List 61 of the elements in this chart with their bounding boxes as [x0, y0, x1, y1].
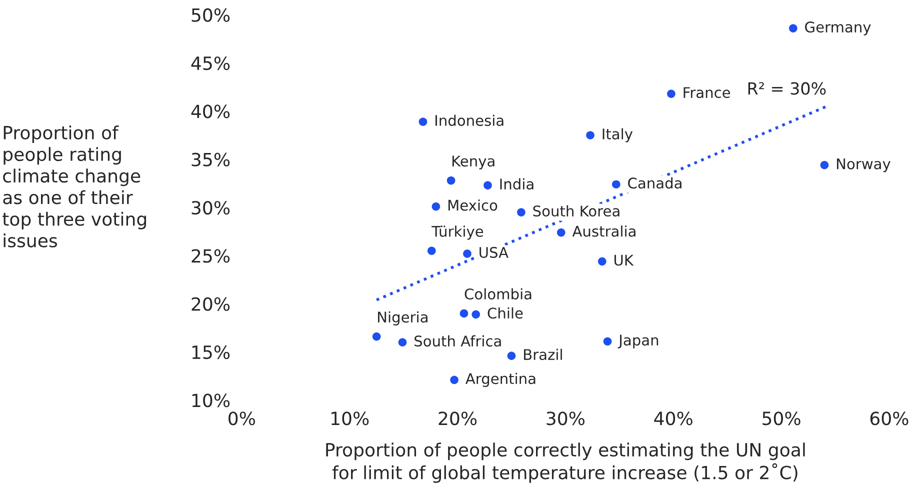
annotation: Indonesia	[436, 114, 504, 126]
point	[372, 332, 381, 341]
x-axis-title: Proportion of people correctly estimating the UN goal for limit of global temperature increase (1.5 or 2˚C)	[326, 442, 805, 483]
point	[446, 176, 456, 185]
annotation: India	[500, 178, 534, 190]
y-tick-label: 35%	[192, 152, 230, 166]
annotation: Brazil	[524, 348, 562, 360]
point	[517, 208, 526, 216]
point	[484, 181, 492, 190]
point	[463, 250, 472, 258]
annotation: South Korea	[533, 205, 620, 217]
point	[418, 118, 428, 126]
y-tick-label: 25%	[192, 249, 230, 263]
annotation: Mexico	[448, 199, 498, 211]
y-tick-label: 15%	[192, 345, 230, 360]
annotation: South Africa	[414, 335, 501, 347]
x-tick-label: 0%	[228, 412, 256, 426]
annotation: R² = 30%	[748, 82, 826, 95]
annotation: Italy	[602, 128, 633, 142]
y-tick-label: 40%	[191, 104, 230, 118]
y-tick-label: 30%	[192, 200, 230, 215]
x-tick-label: 30%	[546, 412, 585, 426]
x-tick-label: 10%	[332, 412, 369, 426]
annotation: Japan	[618, 334, 658, 348]
x-tick-label: 40%	[654, 412, 692, 426]
point	[603, 337, 612, 346]
point	[586, 131, 594, 140]
point	[472, 310, 480, 319]
annotation: USA	[480, 246, 508, 258]
y-tick-label: 45%	[191, 56, 230, 70]
annotation: Nigeria	[378, 311, 428, 326]
point	[788, 24, 798, 32]
annotation: Norway	[836, 158, 890, 172]
point	[507, 352, 516, 360]
point	[556, 228, 566, 237]
y-tick-label: 20%	[192, 297, 230, 311]
annotation: Canada	[628, 177, 682, 189]
point	[460, 309, 468, 318]
annotation: Türkiye	[432, 226, 484, 240]
annotation: Argentina	[466, 372, 536, 387]
x-tick-label: 50%	[762, 412, 800, 426]
point	[667, 90, 676, 98]
annotation: Colombia	[464, 288, 532, 300]
point	[398, 338, 407, 347]
annotation: UK	[614, 254, 634, 266]
point	[598, 257, 606, 266]
annotation: Kenya	[452, 156, 494, 170]
point	[432, 202, 440, 211]
point	[427, 246, 436, 255]
y-tick-label: 10%	[192, 394, 230, 408]
annotation: Chile	[488, 307, 523, 319]
x-tick-label: 60%	[870, 412, 908, 426]
annotation: Germany	[805, 22, 871, 36]
point	[450, 376, 458, 384]
annotation: Australia	[572, 225, 636, 237]
point	[612, 180, 620, 189]
point	[820, 160, 829, 170]
y-tick-label: 50%	[192, 8, 230, 22]
annotation: France	[684, 87, 730, 98]
x-tick-label: 20%	[438, 412, 477, 426]
y-axis-title: Proportion of people rating climate change as one of their top three voting issues	[2, 126, 146, 248]
